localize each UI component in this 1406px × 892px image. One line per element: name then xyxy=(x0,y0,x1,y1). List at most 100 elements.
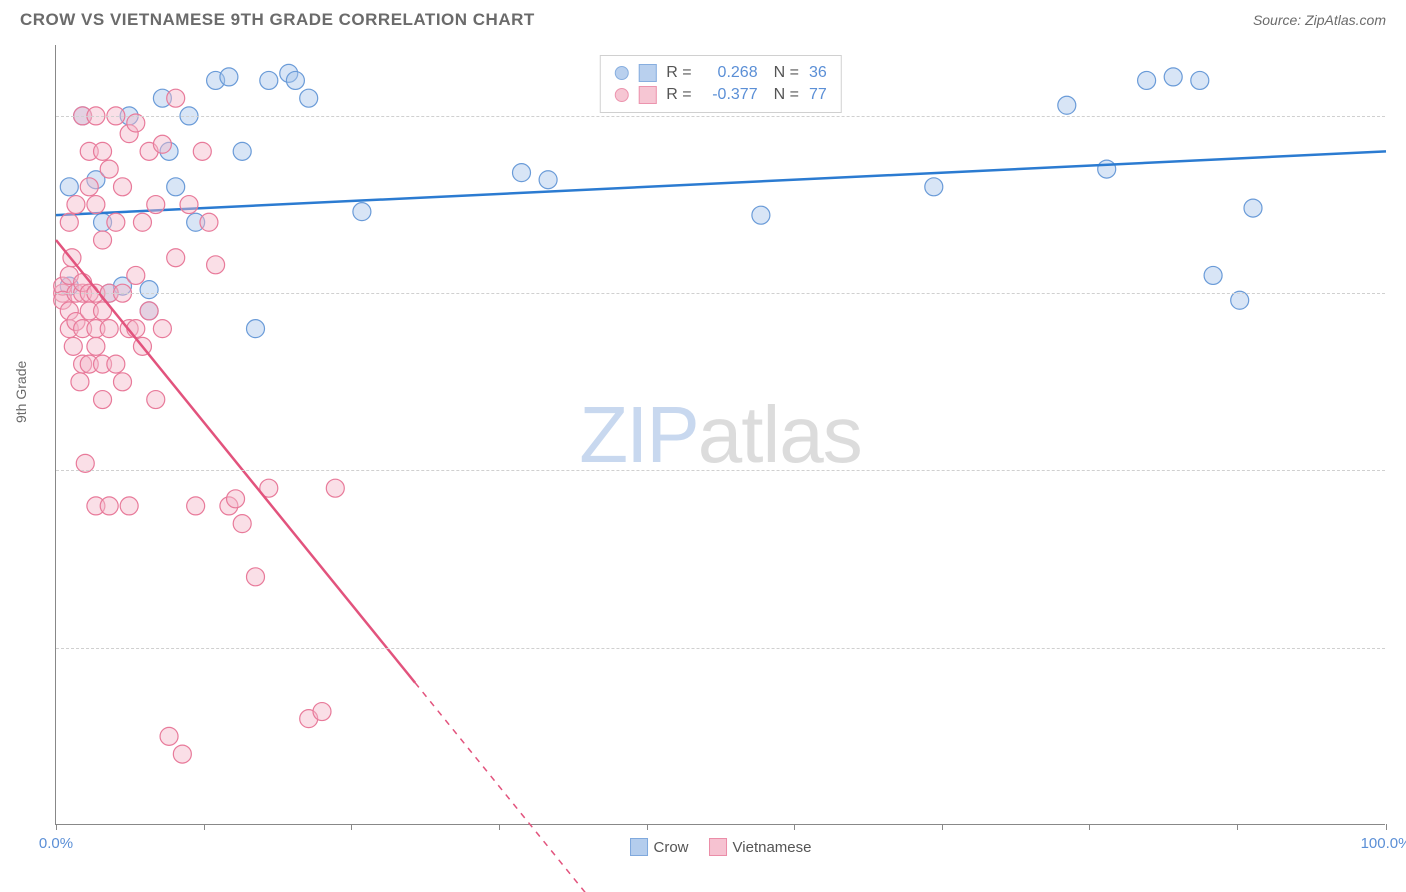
legend-n-label: N = xyxy=(774,86,799,104)
header: CROW VS VIETNAMESE 9TH GRADE CORRELATION… xyxy=(0,0,1406,35)
data-point xyxy=(207,256,225,274)
x-tick xyxy=(1386,824,1387,830)
gridline xyxy=(56,116,1385,117)
data-point xyxy=(286,71,304,89)
series-legend: Crow Vietnamese xyxy=(630,838,812,856)
data-point xyxy=(353,203,371,221)
legend-marker-icon xyxy=(614,88,628,102)
data-point xyxy=(167,178,185,196)
plot-svg xyxy=(56,45,1385,824)
trend-line-dashed xyxy=(415,683,588,892)
data-point xyxy=(200,213,218,231)
x-tick xyxy=(351,824,352,830)
data-point xyxy=(313,703,331,721)
data-point xyxy=(1098,160,1116,178)
x-tick xyxy=(499,824,500,830)
legend-marker-icon xyxy=(614,66,628,80)
x-tick xyxy=(204,824,205,830)
data-point xyxy=(100,320,118,338)
data-point xyxy=(167,89,185,107)
data-point xyxy=(167,249,185,267)
data-point xyxy=(1164,68,1182,86)
x-tick-label: 100.0% xyxy=(1361,835,1406,852)
trend-line xyxy=(56,240,415,683)
data-point xyxy=(127,266,145,284)
data-point xyxy=(114,373,132,391)
data-point xyxy=(153,320,171,338)
gridline xyxy=(56,648,1385,649)
data-point xyxy=(1191,71,1209,89)
legend-swatch-icon xyxy=(638,86,656,104)
data-point xyxy=(147,391,165,409)
legend-item: Vietnamese xyxy=(709,838,812,856)
data-point xyxy=(1244,199,1262,217)
legend-swatch-icon xyxy=(709,838,727,856)
x-tick-label: 0.0% xyxy=(39,835,73,852)
legend-n-value: 36 xyxy=(809,64,827,82)
data-point xyxy=(80,178,98,196)
data-point xyxy=(220,68,238,86)
x-tick xyxy=(1237,824,1238,830)
data-point xyxy=(233,142,251,160)
data-point xyxy=(247,568,265,586)
data-point xyxy=(64,337,82,355)
legend-r-label: R = xyxy=(666,64,691,82)
legend-n-label: N = xyxy=(774,64,799,82)
y-tick-label: 90.0% xyxy=(1397,462,1406,479)
legend-row: R = 0.268 N = 36 xyxy=(614,62,826,84)
legend-r-label: R = xyxy=(666,86,691,104)
data-point xyxy=(925,178,943,196)
data-point xyxy=(513,164,531,182)
data-point xyxy=(107,213,125,231)
stats-legend: R =0.268N =36R =-0.377N =77 xyxy=(599,55,841,113)
x-tick xyxy=(942,824,943,830)
data-point xyxy=(539,171,557,189)
data-point xyxy=(87,337,105,355)
x-tick xyxy=(794,824,795,830)
data-point xyxy=(227,490,245,508)
chart-title: CROW VS VIETNAMESE 9TH GRADE CORRELATION… xyxy=(20,10,535,30)
data-point xyxy=(187,497,205,515)
source-attribution: Source: ZipAtlas.com xyxy=(1253,12,1386,28)
data-point xyxy=(260,71,278,89)
gridline xyxy=(56,470,1385,471)
data-point xyxy=(114,178,132,196)
data-point xyxy=(140,281,158,299)
data-point xyxy=(107,355,125,373)
data-point xyxy=(300,89,318,107)
legend-item-label: Vietnamese xyxy=(733,839,812,856)
legend-row: R =-0.377N =77 xyxy=(614,84,826,106)
x-tick xyxy=(56,824,57,830)
legend-n-value: 77 xyxy=(809,86,827,104)
data-point xyxy=(147,196,165,214)
data-point xyxy=(247,320,265,338)
legend-item-label: Crow xyxy=(654,839,689,856)
y-tick-label: 100.0% xyxy=(1397,107,1406,124)
data-point xyxy=(140,302,158,320)
data-point xyxy=(233,515,251,533)
legend-swatch-icon xyxy=(630,838,648,856)
legend-item: Crow xyxy=(630,838,689,856)
legend-r-value: 0.268 xyxy=(702,64,758,82)
x-tick xyxy=(647,824,648,830)
data-point xyxy=(153,135,171,153)
data-point xyxy=(71,373,89,391)
data-point xyxy=(100,497,118,515)
data-point xyxy=(133,213,151,231)
trend-line xyxy=(56,151,1386,215)
data-point xyxy=(60,178,78,196)
data-point xyxy=(173,745,191,763)
data-point xyxy=(180,196,198,214)
data-point xyxy=(94,391,112,409)
data-point xyxy=(120,497,138,515)
y-tick-label: 85.0% xyxy=(1397,639,1406,656)
legend-swatch-icon xyxy=(638,64,656,82)
data-point xyxy=(100,160,118,178)
data-point xyxy=(160,727,178,745)
y-tick-label: 95.0% xyxy=(1397,285,1406,302)
data-point xyxy=(1204,266,1222,284)
y-axis-label: 9th Grade xyxy=(13,360,29,422)
data-point xyxy=(326,479,344,497)
data-point xyxy=(87,196,105,214)
data-point xyxy=(67,196,85,214)
